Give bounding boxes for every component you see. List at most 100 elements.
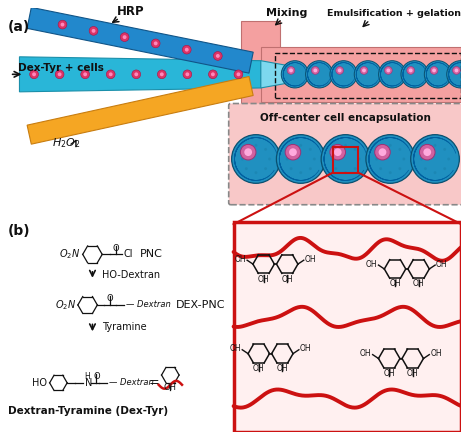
Circle shape: [330, 61, 357, 88]
Text: PNC: PNC: [140, 249, 163, 259]
Bar: [261, 47, 461, 102]
Circle shape: [157, 70, 166, 79]
Circle shape: [306, 61, 333, 88]
Circle shape: [321, 135, 370, 183]
Polygon shape: [261, 61, 310, 88]
Text: OH: OH: [282, 275, 293, 283]
Circle shape: [89, 27, 98, 35]
Circle shape: [379, 61, 406, 88]
Text: OH: OH: [253, 364, 264, 373]
Circle shape: [58, 72, 62, 76]
Circle shape: [330, 144, 346, 160]
Text: Cl: Cl: [124, 249, 133, 259]
Circle shape: [455, 68, 458, 72]
Text: $O_2N$: $O_2N$: [55, 298, 76, 312]
Circle shape: [374, 144, 390, 160]
Circle shape: [213, 51, 222, 60]
Circle shape: [366, 135, 415, 183]
Text: OH: OH: [413, 279, 424, 289]
Circle shape: [211, 72, 215, 76]
Circle shape: [424, 167, 427, 170]
Circle shape: [81, 70, 90, 79]
Circle shape: [360, 67, 368, 74]
Circle shape: [379, 167, 382, 170]
Circle shape: [334, 148, 337, 151]
Text: OH: OH: [436, 259, 448, 269]
Text: Off-center cell encapsulation: Off-center cell encapsulation: [260, 113, 431, 123]
Circle shape: [443, 167, 446, 170]
Circle shape: [106, 70, 115, 79]
Circle shape: [240, 144, 256, 160]
Text: OH: OH: [164, 383, 177, 392]
Text: HRP: HRP: [117, 5, 145, 18]
Bar: [241, 21, 280, 128]
Text: OH: OH: [300, 344, 311, 353]
Text: Tyramine: Tyramine: [102, 322, 147, 332]
Circle shape: [434, 171, 437, 174]
Circle shape: [434, 144, 437, 147]
Circle shape: [91, 29, 95, 33]
Text: Mixing: Mixing: [266, 8, 308, 18]
Circle shape: [447, 61, 474, 88]
FancyBboxPatch shape: [229, 103, 463, 205]
Circle shape: [182, 45, 191, 54]
Circle shape: [344, 144, 347, 147]
Text: O: O: [93, 372, 100, 381]
Text: OH: OH: [276, 364, 288, 373]
Text: OH: OH: [305, 255, 316, 264]
Circle shape: [389, 144, 392, 147]
Circle shape: [185, 72, 189, 76]
Text: (a): (a): [8, 20, 30, 34]
Circle shape: [123, 35, 127, 39]
Circle shape: [30, 70, 38, 79]
Text: OH: OH: [229, 344, 241, 353]
Circle shape: [311, 67, 319, 74]
Circle shape: [290, 148, 292, 151]
Circle shape: [216, 54, 220, 58]
Text: O: O: [107, 294, 113, 303]
Circle shape: [401, 61, 428, 88]
Circle shape: [183, 70, 191, 79]
Circle shape: [134, 72, 138, 76]
Text: OH: OH: [383, 369, 395, 378]
Text: Dextran-Tyramine (Dex-Tyr): Dextran-Tyramine (Dex-Tyr): [8, 406, 168, 416]
Circle shape: [354, 61, 382, 88]
Circle shape: [424, 61, 452, 88]
Text: =: =: [148, 376, 159, 389]
Text: HO-Dextran: HO-Dextran: [102, 270, 160, 280]
Text: Emulsification + gelation: Emulsification + gelation: [327, 9, 461, 18]
Circle shape: [232, 135, 280, 183]
Circle shape: [290, 167, 292, 170]
Circle shape: [313, 68, 317, 72]
Text: OH: OH: [235, 255, 246, 264]
Text: OH: OH: [360, 349, 372, 358]
Circle shape: [379, 148, 386, 156]
Polygon shape: [27, 7, 253, 73]
Circle shape: [447, 157, 450, 160]
Circle shape: [289, 68, 293, 72]
Circle shape: [419, 144, 435, 160]
Circle shape: [285, 144, 301, 160]
Circle shape: [334, 167, 337, 170]
Circle shape: [160, 72, 164, 76]
Text: O: O: [112, 244, 119, 253]
Text: N: N: [85, 378, 92, 388]
Text: Dex-Tyr + cells: Dex-Tyr + cells: [18, 64, 103, 74]
Text: OH: OH: [389, 279, 401, 289]
Polygon shape: [19, 57, 261, 92]
Circle shape: [334, 148, 342, 156]
Bar: [234, 222, 461, 433]
Circle shape: [443, 148, 446, 151]
Text: — Dextran: — Dextran: [126, 300, 170, 310]
Circle shape: [286, 157, 289, 160]
Text: HO: HO: [32, 378, 47, 388]
Circle shape: [453, 67, 460, 74]
Circle shape: [407, 67, 415, 74]
Text: OH: OH: [407, 369, 419, 378]
Circle shape: [386, 68, 390, 72]
Circle shape: [410, 135, 459, 183]
Circle shape: [244, 148, 252, 156]
Circle shape: [185, 48, 189, 51]
Circle shape: [309, 148, 312, 151]
Circle shape: [264, 148, 267, 151]
